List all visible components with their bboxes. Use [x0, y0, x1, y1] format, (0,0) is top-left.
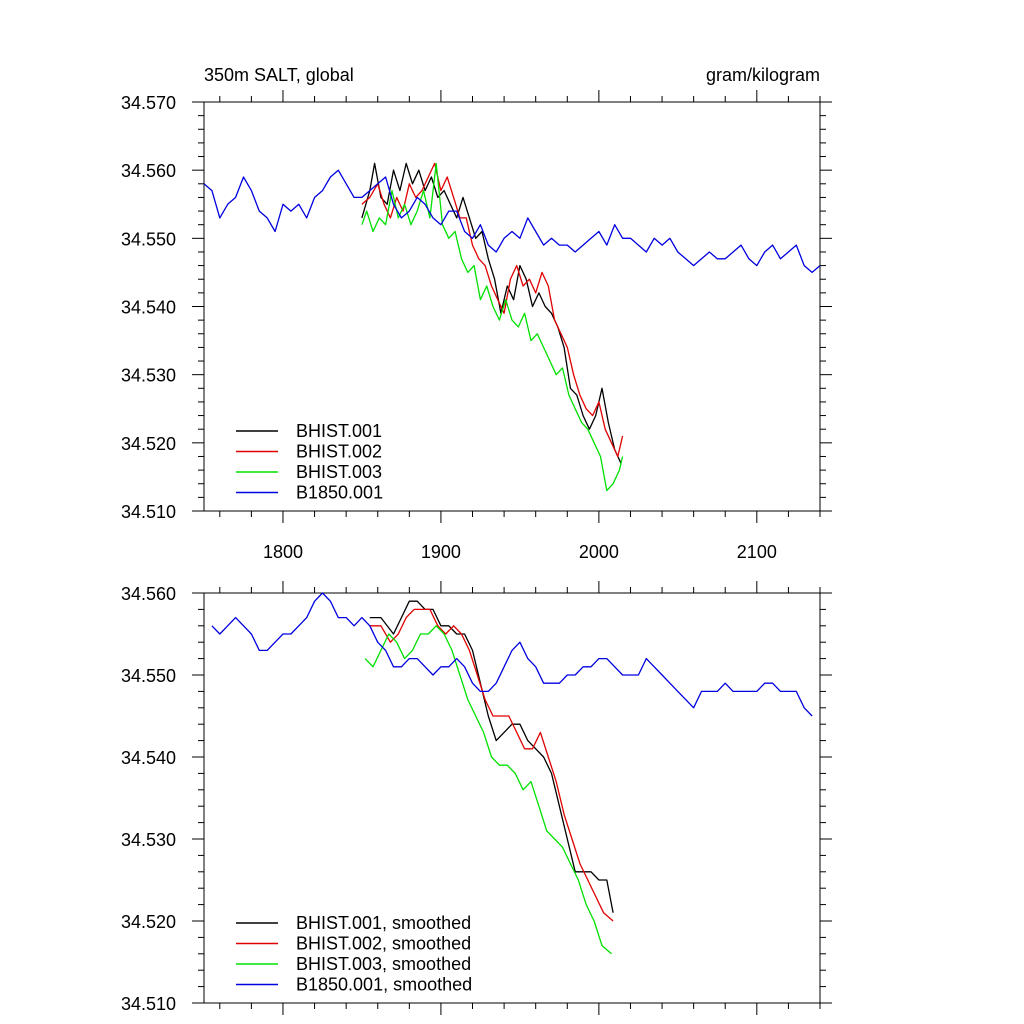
top-series-b1850-001	[203, 169, 821, 274]
top-ytick-label: 34.530	[121, 366, 176, 386]
top-legend-label-b1850-001: B1850.001	[296, 483, 383, 503]
top-ytick-label: 34.560	[121, 161, 176, 181]
top-xtick-label: 1900	[421, 542, 461, 562]
top-legend-label-bhist-001: BHIST.001	[296, 421, 382, 441]
bottom-legend-label-b1850-001: B1850.001, smoothed	[296, 975, 472, 995]
bottom-panel: 34.510 34.520 34.530 34.540 34.550 34.560 BHIS…	[121, 581, 832, 1015]
bottom-ytick-label: 34.530	[121, 830, 176, 850]
bottom-ytick-label: 34.520	[121, 912, 176, 932]
bottom-ytick-label: 34.550	[121, 666, 176, 686]
bottom-series-b1850-001	[211, 592, 813, 717]
bottom-ytick-label: 34.540	[121, 748, 176, 768]
top-ytick-label: 34.540	[121, 298, 176, 318]
top-legend-label-bhist-003: BHIST.003	[296, 462, 382, 482]
bottom-ytick-label: 34.510	[121, 994, 176, 1014]
top-ytick-label: 34.570	[121, 93, 176, 113]
top-xtick-label: 1800	[263, 542, 303, 562]
bottom-legend-label-bhist-003: BHIST.003, smoothed	[296, 954, 471, 974]
top-panel: 34.510 34.520 34.530 34.540 34.550 34.560 34.5…	[121, 90, 832, 562]
top-series-bhist-002	[361, 162, 624, 458]
top-ytick-label: 34.550	[121, 229, 176, 249]
bottom-legend-label-bhist-001: BHIST.001, smoothed	[296, 913, 471, 933]
bottom-series-bhist-003	[364, 625, 612, 955]
bottom-legend-label-bhist-002: BHIST.002, smoothed	[296, 934, 471, 954]
top-series-bhist-003	[361, 162, 624, 492]
bottom-ytick-label: 34.560	[121, 584, 176, 604]
title-left: 350m SALT, global	[204, 65, 354, 85]
top-legend-label-bhist-002: BHIST.002	[296, 442, 382, 462]
top-xtick-label: 2000	[579, 542, 619, 562]
top-ytick-label: 34.510	[121, 502, 176, 522]
top-xtick-label: 2100	[737, 542, 777, 562]
bottom-plot-frame	[203, 592, 821, 1004]
top-ytick-label: 34.520	[121, 434, 176, 454]
bottom-series-bhist-002	[369, 608, 614, 922]
top-series-bhist-001	[361, 162, 622, 464]
title-right: gram/kilogram	[706, 65, 820, 85]
bottom-series-bhist-001	[369, 600, 614, 913]
